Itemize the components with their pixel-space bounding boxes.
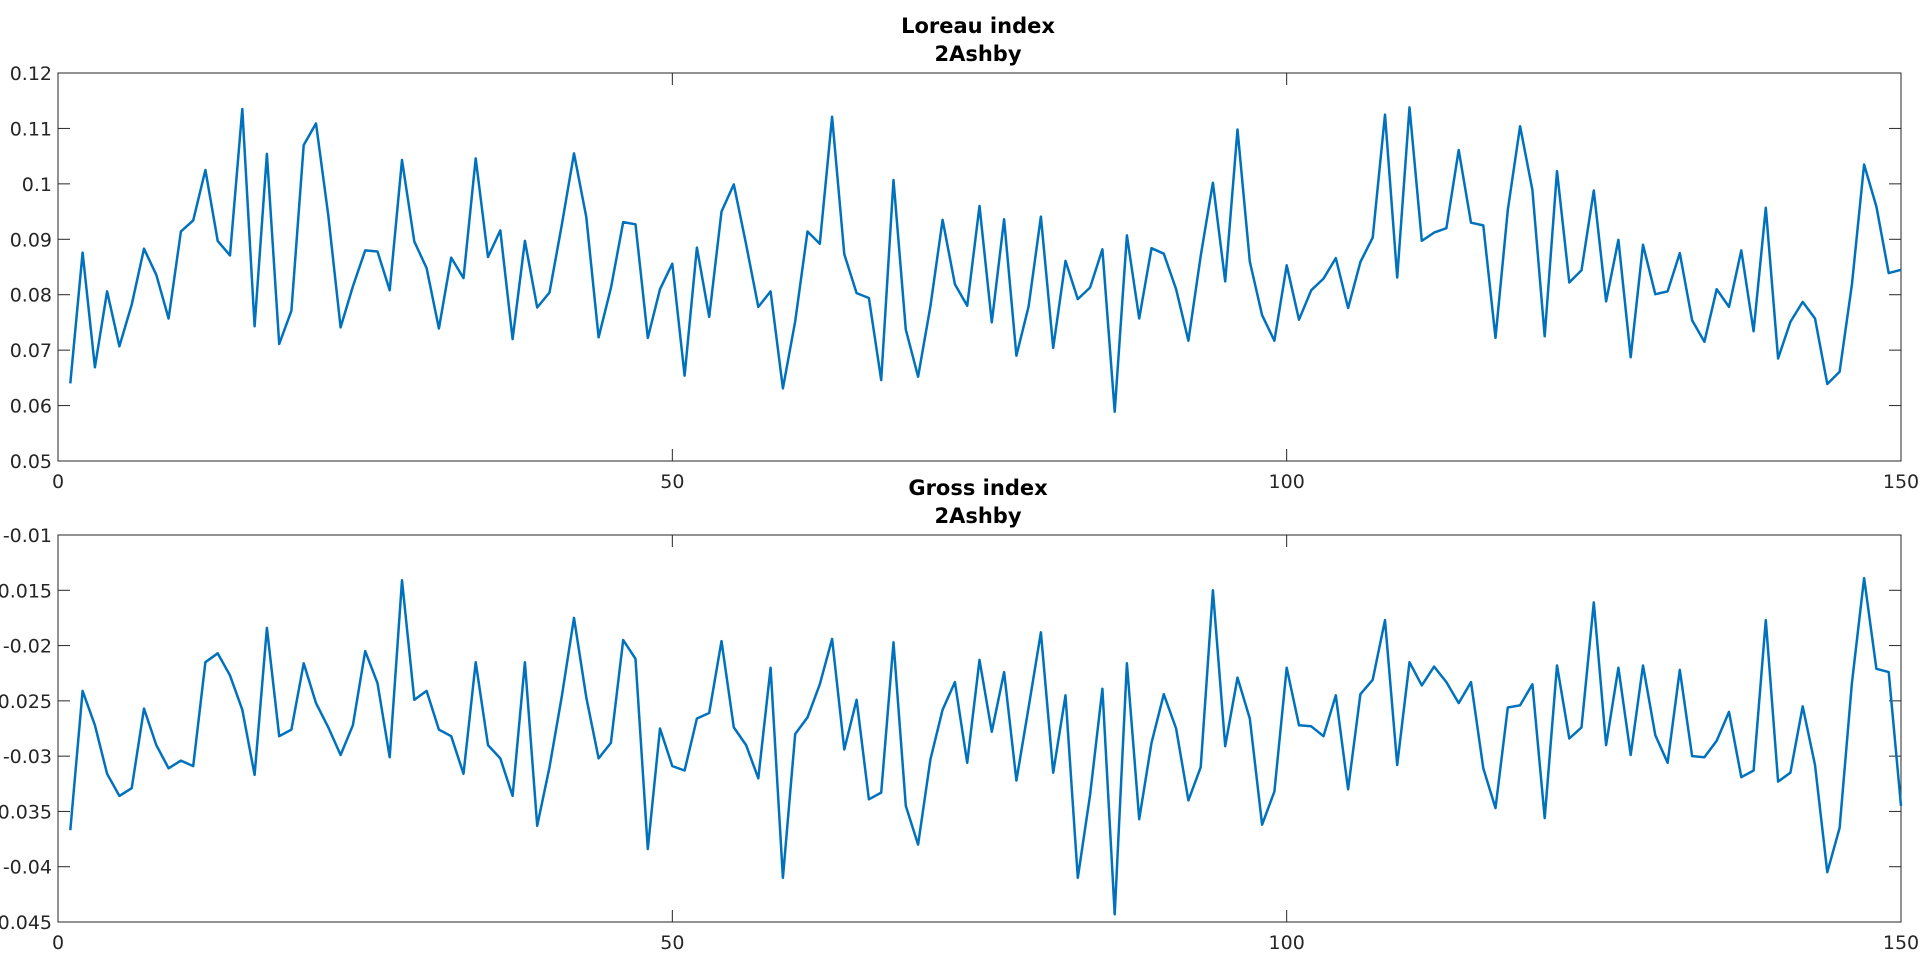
x-tick-label: 150 bbox=[1883, 932, 1919, 954]
chart-subtitle: 2Ashby bbox=[934, 504, 1021, 528]
data-points bbox=[70, 578, 1902, 915]
y-tick-label: 0.06 bbox=[10, 396, 52, 418]
x-tick-label: 50 bbox=[660, 932, 684, 954]
y-tick-label: -0.03 bbox=[3, 746, 52, 768]
y-tick-label: 0.1 bbox=[22, 174, 52, 196]
x-axis: 0 50 100 150 bbox=[52, 535, 1919, 954]
y-tick-label: 0.08 bbox=[10, 285, 52, 307]
data-line bbox=[69, 576, 1903, 916]
x-tick-label: 0 bbox=[52, 932, 64, 954]
x-tick-label: 100 bbox=[1269, 471, 1305, 493]
y-tick-label: -0.02 bbox=[3, 636, 52, 658]
y-tick-label: -0.015 bbox=[0, 580, 52, 602]
plot-area bbox=[57, 72, 1902, 462]
chart-title: Gross index bbox=[908, 476, 1048, 500]
y-tick-label: -0.04 bbox=[3, 857, 52, 879]
chart-title: Loreau index bbox=[901, 14, 1055, 38]
x-tick-label: 100 bbox=[1269, 932, 1305, 954]
y-tick-label: 0.05 bbox=[10, 451, 52, 473]
data-line bbox=[69, 106, 1902, 413]
y-tick-label: -0.025 bbox=[0, 691, 52, 713]
y-axis: 0.05 0.06 0.07 0.08 0.09 0.1 0.11 0.12 bbox=[10, 63, 1901, 473]
x-tick-label: 150 bbox=[1883, 471, 1919, 493]
data-points bbox=[70, 107, 1902, 412]
y-tick-label: 0.09 bbox=[10, 229, 52, 251]
y-tick-label: 0.12 bbox=[10, 63, 52, 85]
y-tick-label: 0.11 bbox=[10, 118, 52, 140]
y-tick-label: -0.045 bbox=[0, 912, 52, 934]
y-axis: -0.045 -0.04 -0.035 -0.03 -0.025 -0.02 -0.015 -… bbox=[0, 525, 1901, 934]
chart-loreau: Loreau index 2Ashby 0 50 100 150 0.050.060.… bbox=[10, 14, 1919, 493]
x-tick-label: 50 bbox=[660, 471, 684, 493]
y-tick-label: -0.01 bbox=[3, 525, 52, 547]
y-tick-label: -0.035 bbox=[0, 801, 52, 823]
y-tick-label: 0.07 bbox=[10, 340, 52, 362]
chart-subtitle: 2Ashby bbox=[934, 42, 1021, 66]
plot-area bbox=[57, 534, 1902, 923]
x-axis: 0 50 100 150 bbox=[52, 73, 1919, 493]
x-tick-label: 0 bbox=[52, 471, 64, 493]
